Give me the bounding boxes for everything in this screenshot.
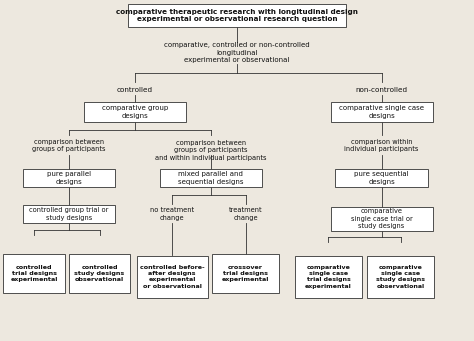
Text: controlled: controlled bbox=[117, 87, 153, 93]
FancyBboxPatch shape bbox=[137, 256, 208, 298]
Text: controlled
study designs
observational: controlled study designs observational bbox=[74, 265, 125, 282]
FancyBboxPatch shape bbox=[84, 102, 186, 122]
Text: pure sequential
designs: pure sequential designs bbox=[354, 171, 409, 185]
FancyBboxPatch shape bbox=[3, 254, 65, 293]
Text: non-controlled: non-controlled bbox=[356, 87, 408, 93]
Text: controlled before-
after designs
experimental
or observational: controlled before- after designs experim… bbox=[140, 265, 204, 289]
Text: pure parallel
designs: pure parallel designs bbox=[46, 171, 91, 185]
Text: comparison between
groups of participants
and within individual participants: comparison between groups of participant… bbox=[155, 139, 267, 161]
Text: comparative single case
designs: comparative single case designs bbox=[339, 105, 424, 119]
FancyBboxPatch shape bbox=[295, 256, 362, 298]
FancyBboxPatch shape bbox=[69, 254, 130, 293]
FancyBboxPatch shape bbox=[212, 254, 279, 293]
FancyBboxPatch shape bbox=[160, 169, 262, 187]
Text: controlled group trial or
study designs: controlled group trial or study designs bbox=[29, 207, 109, 221]
FancyBboxPatch shape bbox=[128, 4, 346, 27]
FancyBboxPatch shape bbox=[336, 169, 428, 187]
FancyBboxPatch shape bbox=[331, 102, 432, 122]
Text: mixed parallel and
sequential designs: mixed parallel and sequential designs bbox=[178, 171, 244, 185]
Text: crossover
trial designs
experimental: crossover trial designs experimental bbox=[222, 265, 269, 282]
Text: comparative, controlled or non-controlled
longitudinal
experimental or observati: comparative, controlled or non-controlle… bbox=[164, 42, 310, 63]
Text: controlled
trial designs
experimental: controlled trial designs experimental bbox=[10, 265, 58, 282]
FancyBboxPatch shape bbox=[331, 207, 432, 231]
Text: comparative
single case trial or
study designs: comparative single case trial or study d… bbox=[351, 208, 412, 229]
Text: no treatment
change: no treatment change bbox=[150, 207, 194, 221]
Text: comparative
single case
trial designs
experimental: comparative single case trial designs ex… bbox=[305, 265, 352, 289]
FancyBboxPatch shape bbox=[367, 256, 434, 298]
Text: comparative therapeutic research with longitudinal design
experimental or observ: comparative therapeutic research with lo… bbox=[116, 9, 358, 22]
Text: comparative
single case
study designs
observational: comparative single case study designs ob… bbox=[376, 265, 425, 289]
FancyBboxPatch shape bbox=[22, 169, 115, 187]
FancyBboxPatch shape bbox=[22, 205, 115, 223]
Text: comparative group
designs: comparative group designs bbox=[102, 105, 168, 119]
Text: comparison between
groups of participants: comparison between groups of participant… bbox=[32, 138, 106, 152]
Text: comparison within
individual participants: comparison within individual participant… bbox=[345, 138, 419, 152]
Text: treatment
change: treatment change bbox=[229, 207, 262, 221]
